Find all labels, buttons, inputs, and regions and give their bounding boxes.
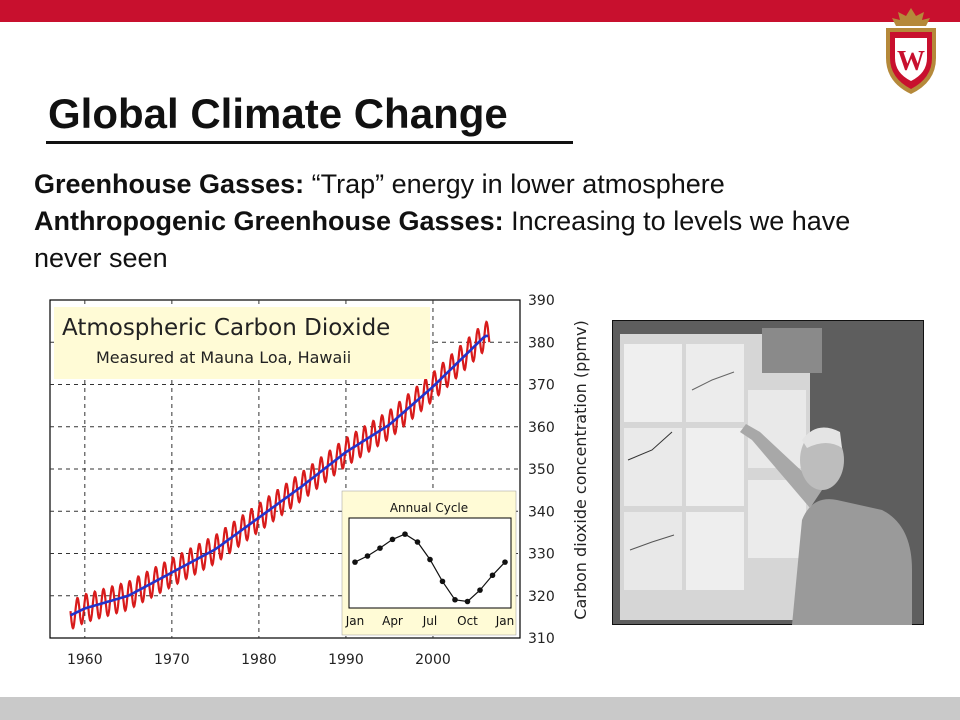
inset-plot-frame (348, 517, 512, 609)
co2-chart: 310 320 330 340 350 360 370 380 390 1960 1970 1980… (49, 293, 590, 668)
scientist-photo (612, 320, 924, 625)
annual-cycle-point (439, 578, 446, 585)
y-tick-label: 390 (528, 293, 555, 309)
annual-cycle-point (502, 559, 508, 565)
footer-bar (0, 697, 960, 720)
university-crest-logo: W (886, 8, 936, 94)
y-tick-label: 350 (528, 462, 555, 478)
x-tick-label: 1970 (154, 652, 190, 668)
annual-mean-co2-series (69, 334, 489, 617)
x-tick-label: 2000 (415, 652, 451, 668)
y-tick-label: 360 (528, 420, 555, 436)
x-tick-label: 1960 (67, 652, 103, 668)
slide-body: Greenhouse Gasses: “Trap” energy in lowe… (34, 166, 914, 277)
chart-title-panel (54, 307, 430, 379)
y-axis-label: Carbon dioxide concentration (ppmv) (571, 320, 590, 619)
annual-cycle-point (352, 559, 358, 565)
y-tick-label: 320 (528, 589, 555, 605)
slide-title: Global Climate Change (48, 90, 508, 137)
y-tick-labels: 310 320 330 340 350 360 370 380 390 (528, 293, 555, 647)
y-tick-label: 330 (528, 547, 555, 563)
y-tick-label: 380 (528, 335, 555, 351)
inset-x-tick-label: Oct (457, 614, 478, 628)
y-tick-label: 370 (528, 378, 555, 394)
annual-cycle-point (464, 598, 471, 605)
series-group (69, 320, 491, 630)
crest-letter: W (897, 46, 925, 77)
top-banner (0, 0, 960, 22)
inset-x-tick-label: Jul (422, 614, 437, 628)
annual-cycle-point (402, 531, 408, 537)
chart-subtitle: Measured at Mauna Loa, Hawaii (96, 348, 351, 367)
inset-x-tick-label: Jan (345, 614, 365, 628)
x-tick-label: 1980 (241, 652, 277, 668)
greenhouse-gasses-text: “Trap” energy in lower atmosphere (304, 169, 725, 199)
anthropogenic-label: Anthropogenic Greenhouse Gasses: (34, 206, 504, 236)
anthropogenic-text: Increasing to levels we have never seen (34, 206, 851, 273)
greenhouse-gasses-label: Greenhouse Gasses: (34, 169, 305, 199)
inset-x-tick-labels: Jan Apr Jul Oct Jan (345, 614, 515, 628)
body-line-2: Anthropogenic Greenhouse Gasses: Increas… (34, 203, 914, 277)
annual-cycle-point (427, 556, 433, 563)
annual-cycle-point (364, 553, 371, 559)
x-tick-labels: 1960 1970 1980 1990 2000 (67, 652, 451, 668)
inset-x-tick-label: Jan (495, 614, 515, 628)
x-tick-label: 1990 (328, 652, 364, 668)
inset-title: Annual Cycle (390, 501, 468, 515)
chart-title: Atmospheric Carbon Dioxide (62, 315, 390, 341)
annual-cycle-point (489, 572, 496, 579)
title-underline (46, 141, 573, 144)
inset-series (352, 531, 508, 605)
annual-cycle-point (414, 539, 421, 545)
body-line-1: Greenhouse Gasses: “Trap” energy in lowe… (34, 166, 914, 203)
annual-cycle-point (452, 596, 458, 603)
y-tick-label: 340 (528, 504, 555, 520)
annual-cycle-point (377, 545, 383, 551)
inset-x-tick-label: Apr (382, 614, 403, 628)
y-tick-label: 310 (528, 631, 555, 647)
annual-cycle-point (389, 536, 396, 543)
annual-cycle-point (477, 587, 483, 593)
